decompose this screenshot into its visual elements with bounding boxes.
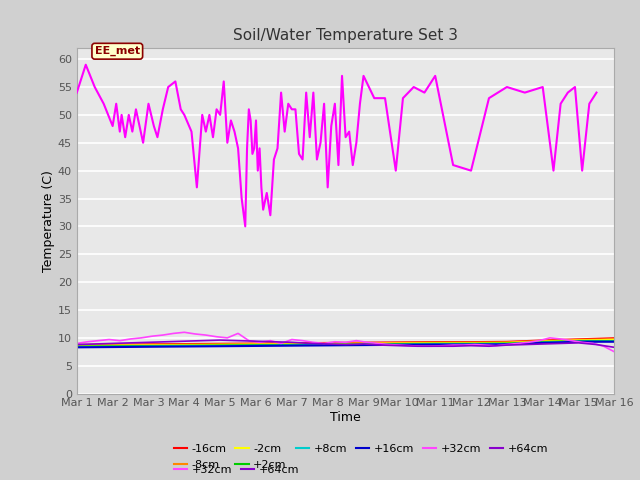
Y-axis label: Temperature (C): Temperature (C) xyxy=(42,170,55,272)
Text: EE_met: EE_met xyxy=(95,46,140,56)
Title: Soil/Water Temperature Set 3: Soil/Water Temperature Set 3 xyxy=(233,28,458,43)
Legend: +32cm, +64cm: +32cm, +64cm xyxy=(173,465,299,475)
X-axis label: Time: Time xyxy=(330,411,361,424)
